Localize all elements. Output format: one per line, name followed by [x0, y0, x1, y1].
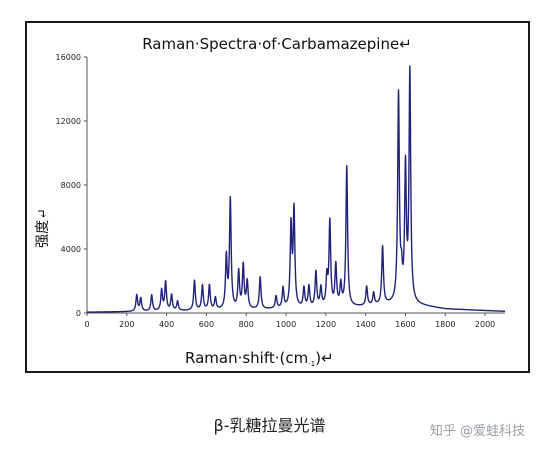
x-tick-label: 1800 [435, 320, 455, 329]
chart: Raman·Spectra·of·Carbamazepine↵ 强度↵ Rama… [35, 35, 506, 368]
x-tick-label: 2000 [475, 320, 495, 329]
figure-caption: β-乳糖拉曼光谱 [213, 416, 326, 435]
x-axis-label-main: Raman·shift·(cm [185, 349, 308, 367]
x-axis-label-superscript: -1 [308, 360, 315, 368]
x-axis-label: Raman·shift·(cm-1)↵ [185, 349, 334, 368]
y-tick-label: 16000 [56, 53, 81, 62]
x-tick-label: 1400 [355, 320, 375, 329]
x-tick-label: 200 [119, 320, 134, 329]
chart-title: Raman·Spectra·of·Carbamazepine↵ [142, 35, 412, 53]
y-axis-label: 强度↵ [35, 208, 51, 248]
x-tick-label: 1000 [276, 320, 296, 329]
x-axis-label-tail: )↵ [315, 349, 333, 367]
watermark: 知乎 @爱蛙科技 [429, 424, 525, 439]
y-tick-label: 12000 [56, 117, 81, 126]
x-tick-label: 1600 [395, 320, 415, 329]
x-tick-label: 0 [84, 320, 89, 329]
figure-frame: Raman·Spectra·of·Carbamazepine↵ 强度↵ Rama… [25, 21, 530, 373]
x-tick-label: 1200 [316, 320, 336, 329]
y-tick-label: 8000 [61, 181, 81, 190]
y-tick-label: 4000 [61, 245, 81, 254]
y-tick-label: 0 [76, 309, 81, 318]
x-tick-label: 400 [159, 320, 174, 329]
x-tick-label: 600 [199, 320, 214, 329]
x-tick-label: 800 [239, 320, 254, 329]
spectrum-line [86, 65, 506, 313]
plot-area: 0 200 400 600 800 1000 1200 1400 1600 1800 2000 0 40… [56, 53, 506, 329]
